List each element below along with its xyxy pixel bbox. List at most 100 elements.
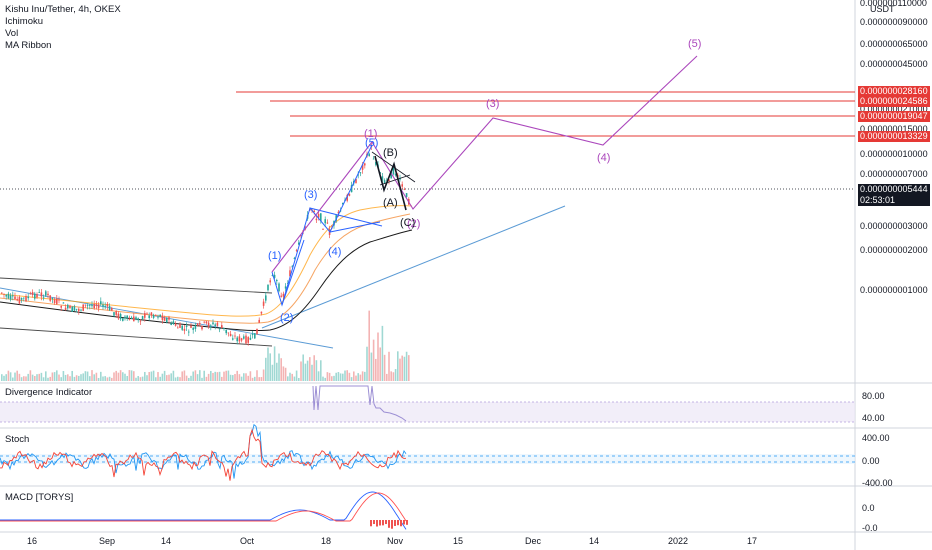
volume-bar [236,370,238,381]
volume-bar [328,372,331,381]
purple-wave-lines[interactable] [271,55,698,273]
volume-bar [210,370,212,381]
resistance-levels[interactable] [236,91,855,137]
candle-body [236,337,238,342]
volume-bar [392,372,395,381]
volume-bar [302,354,304,381]
volume-bar [95,372,98,381]
candle-body [372,158,375,160]
volume-bar [397,351,399,381]
blue-wave-4-label: (4) [328,246,341,258]
volume-bar [14,372,16,381]
macd-histogram-bar [397,520,399,526]
volume-bar [192,371,194,381]
volume-bar [36,374,38,381]
candle-body [78,308,80,312]
volume-bar [29,370,32,381]
volume-bar [194,370,197,381]
candle-body [111,308,113,311]
volume-bar [3,375,5,381]
volume-bar [150,371,153,381]
volume-bar [23,376,25,381]
candle-body [260,311,263,314]
macd-pane-title[interactable]: MACD [TORYS] [5,492,74,503]
candle-body [216,322,219,326]
volume-bar [262,369,265,381]
candle-body [53,299,56,303]
volume-bar [300,361,302,381]
candle-body [225,329,227,334]
price-tick-label: 0.000000007000 [860,169,928,179]
volume-bar [370,352,373,381]
macd-tick-label: 0.0 [862,503,875,513]
indicator-ma-ribbon[interactable]: MA Ribbon [5,40,52,51]
price-candles[interactable] [1,143,410,346]
candle-body [234,335,236,337]
volume-bar [34,376,36,381]
volume-bar [260,377,263,381]
blue-wave-lines[interactable] [271,144,383,307]
candle-body [155,314,157,316]
macd-histogram-bar [406,520,408,525]
time-axis[interactable]: 16 Sep 14 Oct 18 Nov 15 Dec 14 2022 17 [27,536,757,546]
black-abc-lines[interactable] [371,151,416,211]
candle-body [214,324,216,326]
volume-bar [216,372,219,381]
level-tag-3: 0.000000019047 [858,111,930,122]
volume-bar [60,377,62,381]
volume-bar [390,371,392,381]
indicator-ichimoku[interactable]: Ichimoku [5,16,44,27]
chart-legend: Kishu Inu/Tether, 4h, OKEX Ichimoku Vol … [5,4,121,52]
candle-body [278,283,280,292]
candle-body [179,323,181,328]
volume-bar [225,370,227,381]
candle-body [113,312,115,316]
volume-bar [18,373,21,381]
candle-body [67,304,69,309]
candle-body [139,320,142,322]
volume-bar [291,373,293,381]
volume-bar [372,339,375,381]
indicator-vol[interactable]: Vol [5,28,19,39]
volume-bar [243,373,245,381]
candle-body [161,315,164,320]
volume-bar [245,373,247,381]
volume-bar [128,370,131,381]
volume-bar [188,377,190,381]
candle-body [128,319,131,321]
candle-body [240,338,243,341]
volume-bar [405,351,408,381]
symbol-title[interactable]: Kishu Inu/Tether, 4h, OKEX [5,4,121,15]
candle-body [383,180,386,184]
volume-bar [113,372,115,381]
volume-bar [124,373,126,381]
macd-histogram-bar [385,520,387,525]
candle-body [29,293,32,295]
volume-bar [254,376,256,381]
black-wave-a-label: (A) [383,197,398,209]
volume-bar [381,325,384,381]
volume-bar [315,360,318,381]
candle-body [361,164,364,170]
stoch-pane-title[interactable]: Stoch [5,434,30,445]
candle-body [14,296,16,300]
divergence-pane-title[interactable]: Divergence Indicator [5,387,93,398]
volume-bar [152,370,155,381]
volume-bar [331,376,333,381]
volume-bars [1,310,410,381]
volume-bar [42,377,45,381]
volume-bar [298,377,300,381]
volume-bar [218,371,221,381]
trendline-support[interactable] [261,205,566,329]
candle-body [221,325,223,328]
candle-body [313,210,315,212]
price-tick-label: 0.000000065000 [860,39,928,49]
volume-bar [67,374,69,381]
candle-body [238,336,241,342]
volume-bar [333,375,335,381]
candle-body [84,304,87,306]
black-wave-b-label: (B) [383,147,398,159]
candle-body [271,275,274,276]
